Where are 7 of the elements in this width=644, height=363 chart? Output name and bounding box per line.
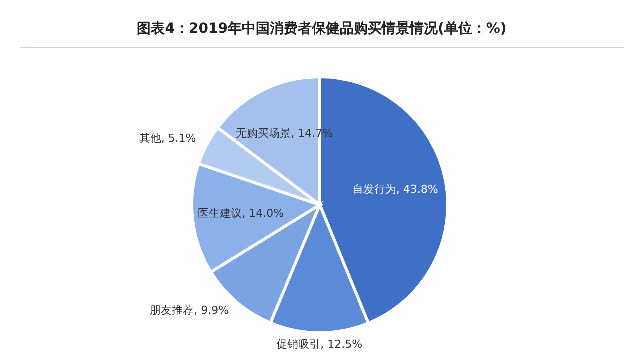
slice-label: 医生建议, 14.0%	[198, 206, 284, 221]
slice-label: 自发行为, 43.8%	[352, 183, 438, 198]
slice-label: 促销吸引, 12.5%	[276, 338, 363, 352]
chart-title: 图表4：2019年中国消费者保健品购买情景情况(单位：%)	[137, 21, 507, 37]
slice-label: 其他, 5.1%	[139, 132, 196, 146]
slice-label: 朋友推荐, 9.9%	[150, 304, 230, 318]
slice-label: 无购买场景, 14.7%	[236, 126, 334, 141]
